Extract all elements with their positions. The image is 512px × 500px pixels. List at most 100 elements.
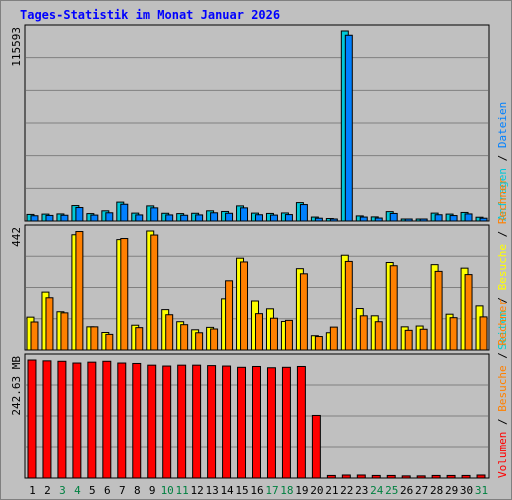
bar-volumen-24 [371, 474, 381, 479]
legend-entry: Rechner [496, 177, 509, 230]
day-label-19: 19 [295, 484, 308, 497]
bar-rechner-11 [180, 324, 189, 351]
bar-rechner-4 [75, 231, 84, 351]
bar-dateien-29 [449, 215, 458, 222]
day-label-11: 11 [176, 484, 189, 497]
bar-volumen-16 [252, 365, 261, 479]
bar-volumen-6 [102, 360, 112, 479]
bar-volumen-20 [311, 414, 321, 479]
bar-volumen-8 [132, 362, 142, 479]
bar-dateien-1 [30, 215, 39, 222]
bar-rechner-5 [90, 326, 99, 351]
bar-rechner-13 [210, 328, 219, 351]
bar-dateien-28 [434, 214, 443, 222]
bar-volumen-18 [281, 366, 291, 479]
bar-dateien-7 [120, 203, 129, 222]
day-label-2: 2 [44, 484, 51, 497]
bar-dateien-22 [344, 34, 353, 222]
bar-rechner-26 [404, 329, 413, 351]
day-label-6: 6 [104, 484, 111, 497]
day-label-27: 27 [415, 484, 428, 497]
day-label-3: 3 [59, 484, 66, 497]
bar-dateien-2 [45, 214, 54, 222]
day-label-21: 21 [325, 484, 338, 497]
legend-entry: Rechner [496, 299, 509, 352]
day-label-10: 10 [161, 484, 174, 497]
day-label-29: 29 [445, 484, 458, 497]
bar-rechner-31 [479, 316, 488, 351]
bar-rechner-29 [449, 317, 458, 351]
bar-rechner-12 [195, 332, 204, 351]
bar-rechner-17 [269, 317, 278, 351]
bar-rechner-30 [464, 274, 473, 351]
bar-dateien-10 [165, 214, 174, 222]
bar-rechner-15 [240, 261, 249, 351]
bar-volumen-12 [192, 364, 202, 479]
bar-volumen-31 [476, 474, 486, 479]
bar-rechner-25 [389, 265, 398, 351]
bar-volumen-3 [57, 360, 67, 479]
bar-dateien-15 [240, 207, 249, 222]
day-label-4: 4 [74, 484, 81, 497]
bar-volumen-1 [27, 359, 37, 479]
bar-dateien-14 [225, 212, 234, 222]
bar-dateien-16 [255, 214, 263, 222]
bar-rechner-14 [225, 280, 234, 351]
bar-volumen-14 [222, 365, 232, 479]
bar-volumen-10 [162, 365, 172, 479]
bar-volumen-11 [177, 364, 187, 479]
day-label-7: 7 [119, 484, 126, 497]
bar-dateien-27 [419, 218, 428, 222]
bar-rechner-1 [30, 321, 39, 351]
bar-volumen-25 [386, 474, 396, 479]
legend-top: Anfragen / Dateien [496, 102, 509, 221]
bar-dateien-21 [329, 218, 338, 222]
bar-dateien-5 [90, 214, 99, 222]
bar-rechner-7 [120, 238, 129, 351]
bar-volumen-2 [42, 360, 52, 479]
bar-dateien-12 [195, 214, 204, 222]
day-label-14: 14 [220, 484, 234, 497]
bar-volumen-5 [87, 361, 97, 479]
bar-rechner-10 [165, 314, 174, 351]
bar-rechner-8 [135, 327, 144, 351]
ymax-label-middle: 442 [10, 227, 23, 247]
legend-bottom: Volumen / Besuche / Rechner [496, 299, 509, 478]
day-label-31: 31 [475, 484, 488, 497]
day-label-18: 18 [280, 484, 293, 497]
bar-dateien-23 [359, 216, 368, 222]
bar-dateien-30 [464, 213, 473, 222]
day-label-24: 24 [370, 484, 384, 497]
bar-dateien-11 [180, 214, 189, 222]
day-label-20: 20 [310, 484, 323, 497]
ymax-label-bottom: 242.63 MB [10, 356, 23, 416]
bar-volumen-7 [117, 362, 127, 479]
bar-volumen-23 [356, 474, 366, 479]
bar-volumen-9 [147, 364, 157, 479]
legend-entry: / [496, 418, 509, 431]
legend-entry: / [496, 155, 509, 168]
day-label-28: 28 [430, 484, 443, 497]
bar-rechner-22 [344, 260, 353, 351]
day-label-16: 16 [250, 484, 263, 497]
bar-dateien-18 [284, 214, 293, 222]
bar-dateien-20 [314, 217, 323, 222]
page-title: Tages-Statistik im Monat Januar 2026 [20, 8, 281, 22]
legend-entry: Besuche [496, 365, 509, 418]
bar-rechner-3 [60, 312, 69, 351]
day-label-12: 12 [191, 484, 204, 497]
bar-rechner-28 [434, 270, 443, 351]
bar-volumen-30 [461, 474, 471, 479]
bar-dateien-8 [135, 214, 144, 222]
ymax-label-top: 115593 [10, 27, 23, 67]
bar-dateien-3 [60, 214, 69, 222]
bar-dateien-6 [105, 212, 114, 222]
bar-volumen-21 [326, 474, 336, 479]
bar-volumen-13 [207, 365, 217, 479]
day-label-22: 22 [340, 484, 353, 497]
bar-volumen-22 [341, 474, 351, 479]
bar-volumen-15 [237, 366, 247, 479]
legend-middle: Seiten / Besuche / Rechner [496, 177, 509, 350]
